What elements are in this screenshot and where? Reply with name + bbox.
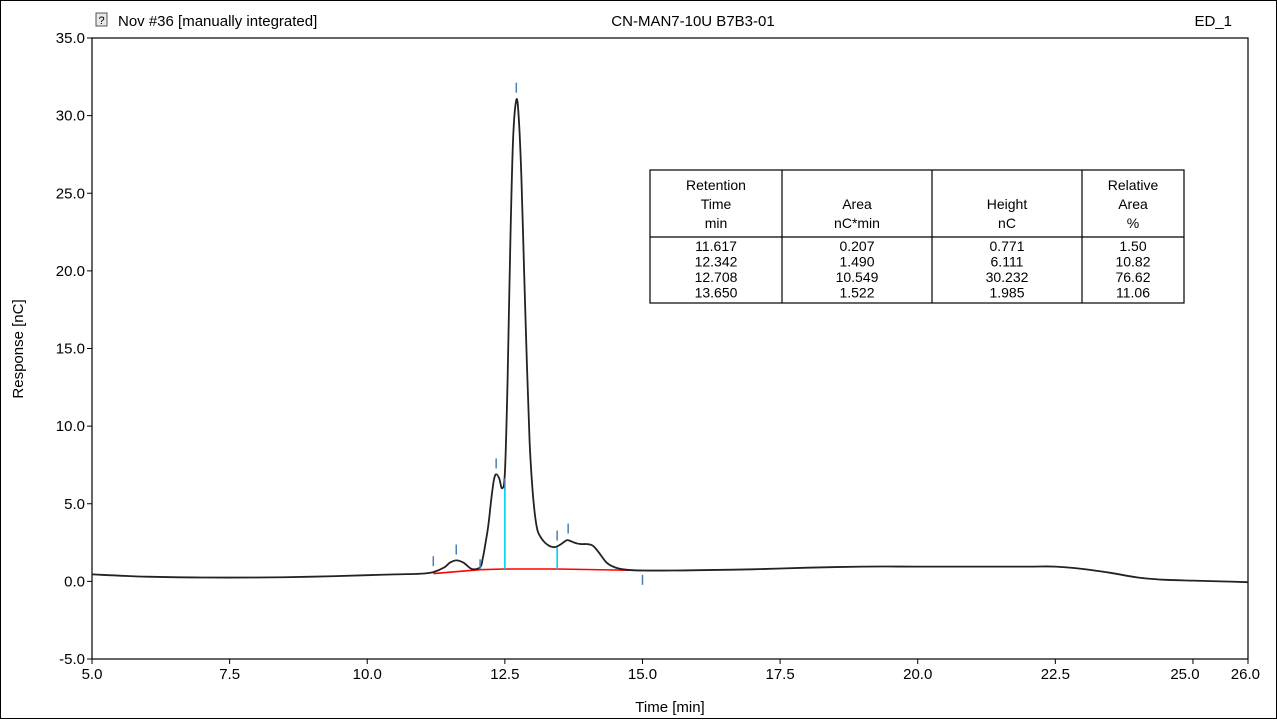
x-tick-label: 15.0 (628, 666, 657, 683)
x-tick-label: 10.0 (353, 666, 382, 683)
peak-table-cell: 10.549 (836, 269, 879, 285)
peak-table-cell: 1.985 (989, 285, 1024, 301)
x-axis-label: Time [min] (635, 699, 704, 716)
y-tick-label: -5.0 (59, 651, 85, 668)
doc-icon: ? (95, 12, 108, 27)
peak-table-cell: 30.232 (986, 269, 1029, 285)
y-tick-label: 20.0 (56, 263, 85, 280)
peak-table-header: nC (998, 215, 1016, 231)
x-tick-label: 12.5 (490, 666, 519, 683)
x-axis: 5.0 7.5 10.0 12.5 15.0 17.5 20.0 22.5 25.0 26.0 (82, 659, 1260, 683)
peak-table-header: Relative (1108, 177, 1159, 193)
x-tick-label: 7.5 (219, 666, 240, 683)
y-tick-label: 5.0 (64, 496, 85, 513)
y-tick-label: 30.0 (56, 108, 85, 125)
x-tick-label: 25.0 (1170, 666, 1199, 683)
y-tick-label: 25.0 (56, 185, 85, 202)
peak-table-header: Retention (686, 177, 746, 193)
peak-table-cell: 1.50 (1119, 238, 1146, 254)
y-tick-label: 0.0 (64, 573, 85, 590)
peak-table-header: Height (987, 196, 1028, 212)
peak-table-header: min (705, 215, 728, 231)
x-tick-label: 26.0 (1231, 666, 1260, 683)
peak-table-header: % (1127, 215, 1139, 231)
x-tick-label: 22.5 (1041, 666, 1070, 683)
x-tick-label: 5.0 (82, 666, 103, 683)
peak-table-header: Time (701, 196, 732, 212)
y-tick-label: 15.0 (56, 341, 85, 358)
peak-table-cell: 10.82 (1115, 254, 1150, 270)
peak-table-cell: 0.207 (839, 238, 874, 254)
integration-baseline (433, 568, 643, 575)
chart-header-left: Nov #36 [manually integrated] (118, 13, 317, 30)
peak-table-cell: 11.617 (695, 238, 737, 254)
series-group (91, 98, 1249, 584)
peak-table-cell: 12.708 (695, 269, 738, 285)
peak-table-cell: 13.650 (695, 285, 738, 301)
y-axis: 35.0 30.0 25.0 20.0 15.0 10.0 5.0 0.0 -5.0 (56, 30, 92, 668)
x-tick-label: 20.0 (903, 666, 932, 683)
question-mark-icon: ? (98, 15, 104, 27)
chromatogram-trace (91, 98, 1249, 584)
peak-table-cell: 6.111 (991, 254, 1024, 270)
peak-table-header: Area (842, 196, 872, 212)
x-tick-label: 17.5 (765, 666, 794, 683)
peak-table-cell: 1.522 (839, 285, 874, 301)
y-tick-label: 35.0 (56, 30, 85, 47)
peak-table-cell: 76.62 (1115, 269, 1150, 285)
peak-table-cell: 1.490 (839, 254, 874, 270)
peak-table-header: Area (1118, 196, 1148, 212)
y-tick-label: 10.0 (56, 418, 85, 435)
plot-area (91, 37, 1249, 660)
peak-markers (432, 82, 644, 585)
chart-header-right: ED_1 (1194, 13, 1232, 30)
peak-table-cell: 11.06 (1116, 285, 1150, 301)
peak-table-cell: 12.342 (695, 254, 738, 270)
chart-header-center: CN-MAN7-10U B7B3-01 (611, 13, 774, 30)
y-axis-label: Response [nC] (10, 299, 27, 398)
peak-table-header: nC*min (834, 215, 880, 231)
peak-table-cell: 0.771 (989, 238, 1024, 254)
peak-table: Retention Time min Area nC*min Height nC Relati… (649, 169, 1185, 304)
